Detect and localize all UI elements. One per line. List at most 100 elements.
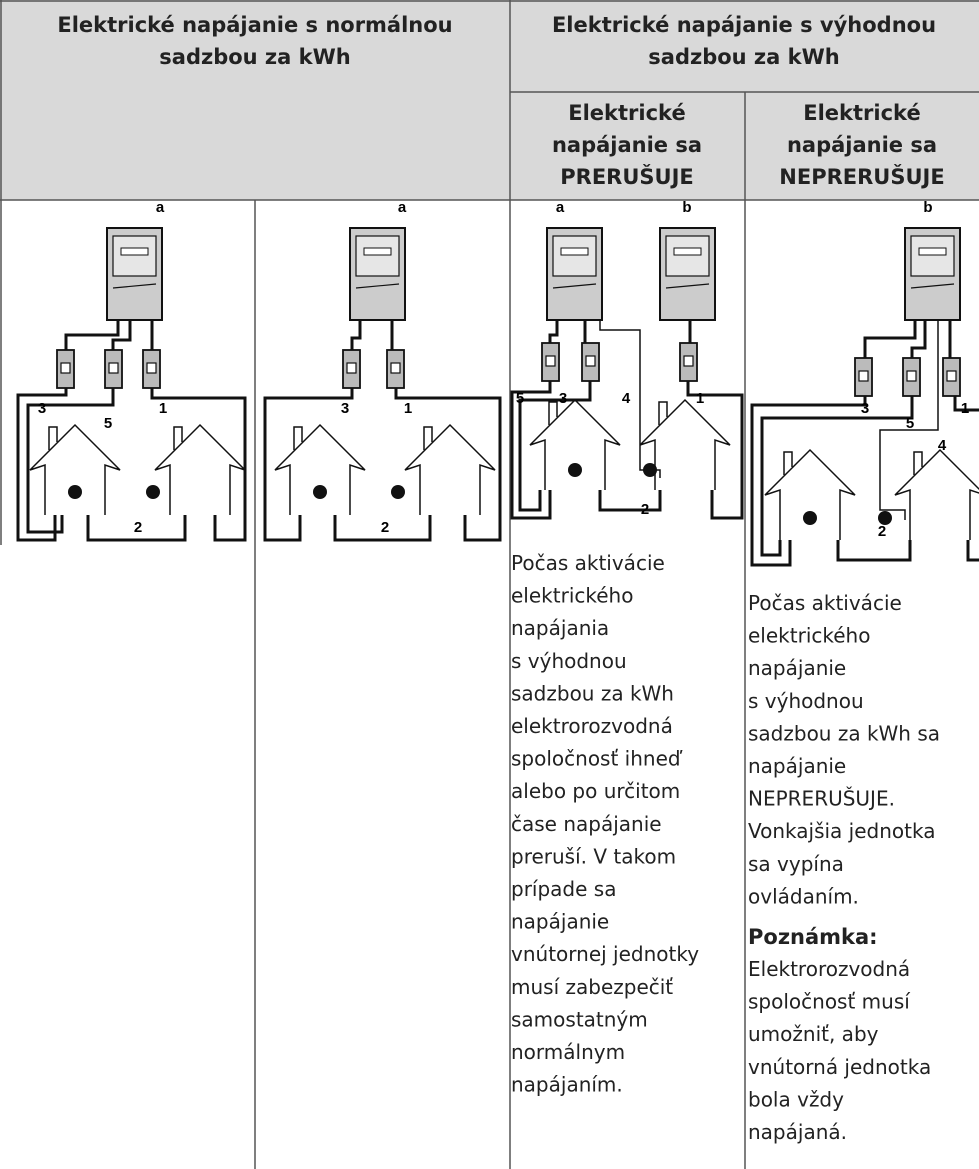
body-text: vnútornej jednotky — [511, 942, 699, 966]
wire — [548, 320, 559, 343]
house — [529, 398, 621, 490]
diagram-label: 1 — [404, 400, 412, 417]
chimney — [783, 451, 793, 475]
wire — [111, 320, 132, 350]
house — [404, 423, 496, 515]
breaker-switch — [60, 362, 71, 374]
diagram-label: 3 — [861, 400, 869, 417]
body-text: Počas aktivácie — [748, 591, 902, 615]
diagram-label: 3 — [38, 400, 46, 417]
meter-panel — [355, 235, 400, 277]
body-text: alebo po určitom — [511, 779, 680, 803]
wire — [953, 396, 979, 412]
body-text: elektrického — [748, 624, 870, 648]
meter-line — [112, 283, 157, 289]
meter-display — [918, 247, 947, 256]
dot — [568, 463, 582, 477]
subheader-text: Elektrické — [803, 101, 920, 125]
wire-thin — [599, 320, 661, 478]
wire — [686, 381, 744, 520]
breaker-switch — [683, 355, 694, 367]
diagram-label: 2 — [878, 523, 886, 540]
meter-line — [665, 283, 710, 289]
wire — [836, 540, 912, 562]
meter-display — [363, 247, 392, 256]
body-text: umožniť, aby — [748, 1022, 879, 1046]
chimney — [173, 426, 183, 450]
header-text: Elektrické napájanie s normálnou — [57, 13, 452, 37]
dot — [146, 485, 160, 499]
breaker-switch — [906, 370, 917, 382]
meter-line — [552, 283, 597, 289]
body-text: s výhodnou — [511, 649, 627, 673]
body-text: preruší. V takom — [511, 844, 676, 868]
body-text: musí zabezpečiť — [511, 975, 673, 999]
breaker-switch — [545, 355, 556, 367]
subheader-text: napájanie sa — [787, 133, 937, 157]
body-text: čase napájanie — [511, 812, 662, 836]
wire — [518, 381, 592, 512]
wire — [64, 320, 120, 350]
body-text: samostatným — [511, 1007, 648, 1031]
wire — [333, 515, 432, 542]
house — [894, 448, 979, 540]
note-title: Poznámka: — [748, 925, 878, 949]
meter-display — [560, 247, 589, 256]
body-text: elektrorozvodná — [511, 714, 673, 738]
body-text: ovládaním. — [748, 884, 859, 908]
chimney — [423, 426, 433, 450]
subheader-text: Elektrické — [568, 101, 685, 125]
wire — [910, 320, 927, 358]
diagram-label: 4 — [622, 390, 631, 407]
chimney — [658, 401, 668, 425]
wire — [394, 388, 502, 542]
body-text: napájaná. — [748, 1120, 847, 1144]
breaker-switch — [146, 362, 157, 374]
house — [274, 423, 366, 515]
dot — [643, 463, 657, 477]
body-text: sadzbou za kWh sa — [748, 721, 940, 745]
subheader-text: PRERUŠUJE — [560, 164, 693, 189]
subheader-text: NEPRERUŠUJE — [779, 164, 944, 189]
meter-line — [355, 283, 400, 289]
diagram-label: 1 — [159, 400, 167, 417]
header-text: sadzbou za kWh — [159, 45, 350, 69]
body-text: s výhodnou — [748, 689, 864, 713]
chimney — [548, 401, 558, 425]
diagram-label: 2 — [641, 501, 649, 518]
body-text: napájanie — [511, 910, 609, 934]
diagram-label: b — [682, 199, 691, 216]
meter-line — [910, 283, 955, 289]
wire — [350, 320, 362, 350]
breaker-switch — [946, 370, 957, 382]
wire — [760, 396, 914, 557]
diagram-label: 4 — [938, 437, 947, 454]
chimney — [913, 451, 923, 475]
meter-display — [120, 247, 149, 256]
house — [29, 423, 121, 515]
diagram-label: 1 — [696, 390, 704, 407]
meter-panel — [665, 235, 710, 277]
meter-panel — [112, 235, 157, 277]
body-text: spoločnosť musí — [748, 990, 911, 1014]
body-text: sa vypína — [748, 852, 844, 876]
diagram-label: a — [398, 199, 407, 216]
diagram-label: a — [156, 199, 165, 216]
dot — [313, 485, 327, 499]
diagram-label: b — [923, 199, 932, 216]
body-text: elektrického — [511, 584, 633, 608]
wire — [863, 320, 917, 358]
breaker-switch — [585, 355, 596, 367]
wire — [750, 396, 867, 567]
diagram-label: 3 — [559, 390, 567, 407]
wire — [510, 381, 552, 520]
diagram-label: a — [556, 199, 565, 216]
body-text: NEPRERUŠUJE. — [748, 787, 895, 811]
body-text: prípade sa — [511, 877, 616, 901]
meter-display — [673, 247, 702, 256]
wire-thin — [879, 320, 939, 520]
body-text: napájanie — [748, 656, 846, 680]
header-text: sadzbou za kWh — [648, 45, 839, 69]
body-text: spoločnosť ihneď — [511, 747, 683, 771]
